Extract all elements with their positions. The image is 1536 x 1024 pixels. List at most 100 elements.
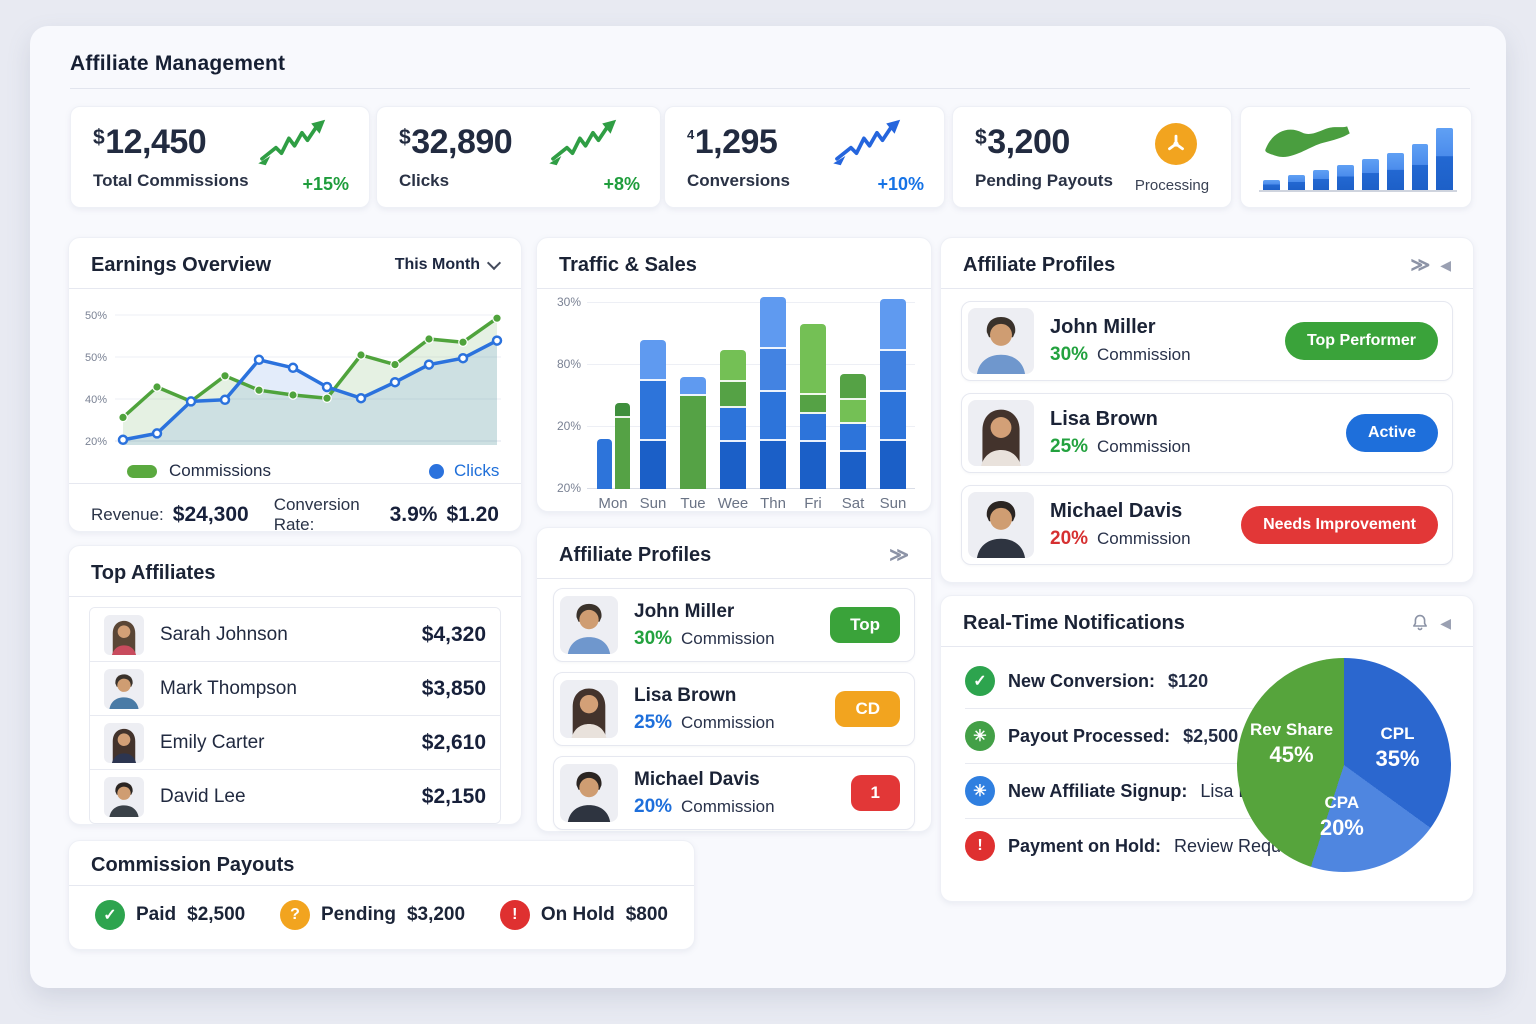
bar-group <box>713 350 753 489</box>
stat-value: $12,450 <box>93 123 207 161</box>
top-affiliates-card: Top Affiliates Sarah Johnson $4,320 Mark… <box>68 545 522 825</box>
bar-segment <box>840 452 866 489</box>
collapse-icon[interactable]: ◀ <box>1440 614 1451 631</box>
status-badge: Top Performer <box>1284 322 1438 360</box>
avatar <box>104 669 144 709</box>
card-title: Earnings Overview <box>91 253 272 276</box>
top-affiliate-row[interactable]: Sarah Johnson $4,320 <box>90 608 500 661</box>
bar-segment <box>640 441 666 489</box>
svg-text:40%: 40% <box>85 394 107 406</box>
divider <box>69 885 694 886</box>
bell-icon[interactable] <box>1410 613 1430 633</box>
divider <box>69 596 521 597</box>
commissions-swatch-icon <box>127 464 157 478</box>
divider <box>537 578 931 579</box>
bar-segment <box>614 418 630 489</box>
stat-card-pending-payouts: $3,200 Pending Payouts Processing <box>952 106 1232 208</box>
divider <box>941 288 1473 289</box>
notification-item[interactable]: ✳ Payout Processed: $2,500 <box>965 709 1253 764</box>
bar-segment <box>760 297 786 349</box>
card-title: Real-Time Notifications <box>963 611 1185 634</box>
status-badge: Top <box>830 607 900 643</box>
page-title: Affiliate Management <box>70 52 286 75</box>
bar-segment <box>840 424 866 452</box>
avatar <box>560 680 618 738</box>
x-axis-tick: Fri <box>804 495 822 512</box>
affiliate-profile-row[interactable]: John Miller 30% Commission Top <box>553 588 915 662</box>
svg-text:20%: 20% <box>85 436 107 448</box>
bar-segment <box>680 396 706 489</box>
payout-onhold: ! On Hold $800 <box>499 900 668 930</box>
top-affiliate-row[interactable]: Mark Thompson $3,850 <box>90 661 500 715</box>
bar-group <box>633 340 673 489</box>
period-dropdown[interactable]: This Month <box>395 255 502 274</box>
top-affiliate-row[interactable]: Emily Carter $2,610 <box>90 715 500 769</box>
x-axis-tick: Thn <box>760 495 786 512</box>
stat-label: Clicks <box>399 171 450 190</box>
check-icon: ✓ <box>95 900 125 930</box>
bar-group <box>793 324 833 489</box>
stacked-bar <box>596 439 612 489</box>
bar-segment <box>720 382 746 408</box>
avatar <box>968 400 1034 466</box>
affiliate-profile-row[interactable]: Michael Davis 20% Commission Needs Improv… <box>961 485 1453 565</box>
stacked-bar <box>800 324 826 489</box>
bar-group <box>593 403 633 489</box>
avatar <box>104 777 144 817</box>
avatar <box>968 492 1034 558</box>
divider <box>69 483 521 484</box>
mini-bar <box>1263 180 1280 190</box>
card-title: Affiliate Profiles <box>559 543 712 566</box>
x-axis-tick: Mon <box>598 495 628 512</box>
mini-trend-card <box>1240 106 1472 208</box>
notification-item[interactable]: ✳ New Affiliate Signup: Lisa B. <box>965 764 1255 819</box>
bar-segment <box>720 350 746 382</box>
stat-value: $32,890 <box>399 123 513 161</box>
notifications-card: Real-Time Notifications ◀ ✓ New Conversi… <box>940 595 1474 902</box>
stat-card-conversions: 41,295 Conversions +10% <box>664 106 945 208</box>
avatar <box>968 308 1034 374</box>
mini-bar <box>1362 159 1379 190</box>
collapse-icon[interactable]: ◀ <box>1440 256 1451 273</box>
trend-up-sparkline-icon <box>258 119 326 166</box>
expand-icon[interactable]: ≫ <box>1410 254 1431 276</box>
stat-card-clicks: $32,890 Clicks +8% <box>376 106 661 208</box>
trend-up-sparkline-icon <box>549 119 617 166</box>
bar-segment <box>840 374 866 400</box>
chevron-down-icon <box>486 255 502 271</box>
top-affiliate-row[interactable]: David Lee $2,150 <box>90 769 500 823</box>
gridline <box>587 302 915 303</box>
stat-label: Total Commissions <box>93 171 249 190</box>
gridline <box>587 426 915 427</box>
y-axis-tick: 20% <box>556 419 581 433</box>
x-axis-tick: Sun <box>879 495 907 512</box>
earnings-footer: Revenue: $24,300 Conversion Rate: 3.9% $1.… <box>91 495 499 534</box>
mini-bar-chart <box>1263 128 1453 190</box>
mini-bar <box>1386 153 1404 190</box>
stat-value: $3,200 <box>975 123 1070 161</box>
affiliate-profile-row[interactable]: Lisa Brown 25% Commission CD <box>553 672 915 746</box>
bar-group <box>833 374 873 489</box>
bar-segment <box>800 414 826 442</box>
bar-segment <box>880 351 906 392</box>
check-icon: ✓ <box>965 666 995 696</box>
divider <box>941 646 1473 647</box>
affiliate-profile-row[interactable]: John Miller 30% Commission Top Performer <box>961 301 1453 381</box>
stat-delta: +15% <box>302 174 349 194</box>
alert-icon: ! <box>965 831 995 861</box>
bar-group <box>873 299 913 489</box>
notification-list: ✓ New Conversion: $120 ✳ Payout Processe… <box>965 654 1311 873</box>
notification-item[interactable]: ! Payment on Hold: Review Required <box>965 819 1311 873</box>
status-badge: CD <box>835 691 900 727</box>
divider <box>69 288 521 289</box>
x-axis-tick: Sun <box>639 495 667 512</box>
stat-value: 41,295 <box>687 123 778 161</box>
card-title: Affiliate Profiles <box>963 253 1116 276</box>
payout-paid: ✓ Paid $2,500 <box>95 900 245 930</box>
x-axis-tick: Sat <box>841 495 865 512</box>
notification-item[interactable]: ✓ New Conversion: $120 <box>965 654 1253 709</box>
affiliate-profile-row[interactable]: Lisa Brown 25% Commission Active <box>961 393 1453 473</box>
affiliate-profile-row[interactable]: Michael Davis 20% Commission 1 <box>553 756 915 830</box>
share-icon[interactable]: ≫ <box>889 544 909 566</box>
divider <box>537 288 931 289</box>
